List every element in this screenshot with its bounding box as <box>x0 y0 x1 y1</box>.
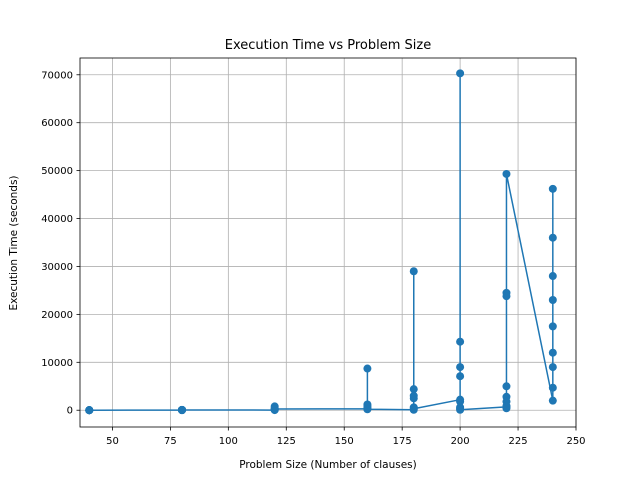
data-point <box>548 272 557 281</box>
plot-area-frame <box>79 57 577 428</box>
data-point <box>456 337 465 346</box>
series-line <box>88 72 554 411</box>
x-tick-label: 125 <box>277 436 296 447</box>
data-point <box>409 404 418 413</box>
data-point <box>502 169 511 178</box>
y-axis-label: Execution Time (seconds) <box>8 175 20 310</box>
data-point <box>548 383 557 392</box>
y-tick-label: 0 <box>67 406 73 417</box>
data-point <box>548 348 557 357</box>
y-tick-label: 40000 <box>41 214 73 225</box>
data-point <box>456 397 465 406</box>
x-tick-label: 100 <box>219 436 238 447</box>
y-tick-label: 10000 <box>41 358 73 369</box>
y-tick-label: 30000 <box>41 262 73 273</box>
data-point <box>456 405 465 414</box>
x-tick-label: 250 <box>566 436 585 447</box>
y-tick-label: 20000 <box>41 310 73 321</box>
x-tick-label: 75 <box>164 436 177 447</box>
data-point <box>548 322 557 331</box>
data-point <box>548 363 557 372</box>
y-tick-label: 50000 <box>41 166 73 177</box>
grid <box>80 58 577 427</box>
y-tick-label: 70000 <box>41 70 73 81</box>
data-point <box>502 401 511 410</box>
x-tick-label: 150 <box>335 436 354 447</box>
x-tick-label: 175 <box>393 436 412 447</box>
data-point <box>502 382 511 391</box>
data-point <box>456 372 465 381</box>
x-tick-label: 200 <box>451 436 470 447</box>
data-point <box>456 69 465 78</box>
x-tick-label: 50 <box>106 436 119 447</box>
data-point <box>409 385 418 394</box>
data-point <box>548 233 557 242</box>
axis-ticks: 50 75 100 125 150 175 200 225 250 0 10000 20000 3000… <box>41 70 585 447</box>
y-tick-label: 60000 <box>41 118 73 129</box>
data-point <box>548 296 557 305</box>
data-point <box>85 406 94 415</box>
data-point <box>548 396 557 405</box>
chart-title: Execution Time vs Problem Size <box>225 38 431 53</box>
x-tick-label: 225 <box>509 436 528 447</box>
data-point <box>409 391 418 400</box>
data-point <box>456 363 465 372</box>
data-point <box>548 184 557 193</box>
x-axis-label: Problem Size (Number of clauses) <box>239 459 417 471</box>
data-point <box>502 292 511 301</box>
data-point <box>363 364 372 373</box>
data-point <box>270 405 279 414</box>
data-point <box>363 405 372 414</box>
series <box>85 69 557 415</box>
data-point <box>177 405 186 414</box>
data-point <box>409 267 418 276</box>
